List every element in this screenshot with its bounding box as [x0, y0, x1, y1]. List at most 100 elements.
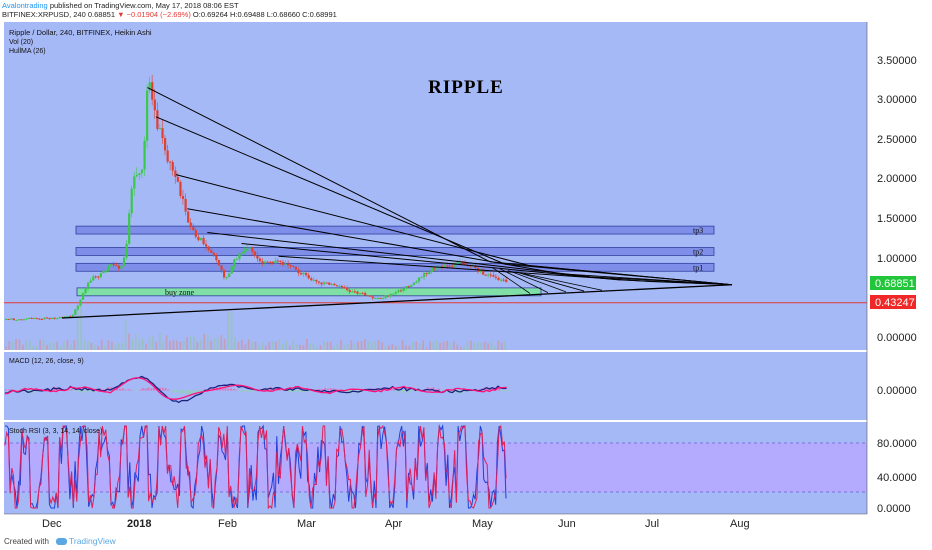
price-candles [4, 74, 508, 322]
volume-bar [206, 334, 209, 350]
candle [189, 222, 192, 227]
volume-bar [476, 341, 479, 350]
candle [58, 316, 62, 319]
volume-bar [110, 341, 113, 350]
macd-pane[interactable]: MACD (12, 26, close, 9) [4, 352, 867, 420]
volume-bar [59, 345, 62, 350]
legend-hullma: HullMA (26) [9, 48, 46, 55]
candle [89, 280, 92, 283]
price-tick: 1.50000 [877, 213, 917, 225]
zone-buy-zone [76, 287, 542, 297]
zone-tp2 [75, 247, 715, 256]
macd-bar [173, 390, 176, 393]
volume-bar [69, 344, 72, 350]
candle [325, 282, 328, 284]
candle [315, 279, 318, 282]
symbol-text: BITFINEX:XRPUSD, 240 [2, 10, 86, 19]
volume-bar [384, 345, 387, 350]
volume-bar [254, 341, 257, 350]
macd-bar [87, 390, 90, 393]
candle [169, 161, 172, 163]
candle [335, 285, 339, 287]
candle [156, 110, 159, 129]
volume-bar [435, 339, 438, 350]
candle [384, 295, 387, 299]
main-pane[interactable]: buy zone tp1 tp2 tp3 RIPPLE Ripple / Dollar… [4, 22, 867, 350]
macd-bar [295, 390, 298, 393]
time-tick: Jul [645, 518, 659, 530]
macd-bar [116, 388, 119, 391]
macd-bar [4, 389, 7, 391]
publisher-name[interactable]: Avalontrading [2, 1, 48, 10]
stoch-tick: 40.0000 [877, 472, 917, 484]
time-axis[interactable]: Dec 2018 Feb Mar Apr May Jun Jul Aug [4, 513, 867, 530]
price-axis[interactable]: 3.50000 3.00000 2.50000 2.00000 1.50000 … [866, 22, 917, 515]
macd-tick: 0.00000 [877, 385, 917, 397]
volume-bar [196, 342, 199, 350]
macd-bar [441, 390, 443, 391]
candle [45, 317, 49, 319]
volume-bar [391, 344, 394, 350]
macd-bar [175, 390, 178, 393]
candle [210, 250, 213, 253]
candle [184, 199, 187, 212]
candle [79, 299, 82, 306]
target-zones: buy zone tp1 tp2 tp3 [75, 225, 715, 297]
candle [153, 99, 156, 111]
candle [66, 316, 69, 318]
volume-bar [49, 341, 52, 350]
macd-bar [67, 389, 70, 391]
candle [240, 252, 244, 254]
symbol-line: BITFINEX:XRPUSD, 240 0.68851 ▼ −0.01904 … [2, 10, 337, 19]
candle [399, 290, 403, 292]
candle [287, 263, 290, 266]
volume-bar [35, 345, 38, 350]
candle [217, 260, 221, 266]
volume-bar [52, 343, 55, 350]
volume-bar [490, 340, 493, 350]
volume-bar [138, 339, 141, 350]
candle [207, 246, 210, 251]
macd-bar [324, 388, 327, 391]
candle [146, 90, 149, 141]
fan-line [187, 208, 561, 275]
candle [40, 318, 44, 320]
price-change: ▼ −0.01904 (−2.69%) [117, 10, 191, 19]
volume-bar [90, 342, 93, 350]
candle [28, 317, 31, 319]
volume-bar [66, 339, 69, 350]
volume-bar [189, 336, 192, 350]
stoch-pane[interactable]: Stoch RSI (3, 3, 14, 14, close) [4, 422, 867, 514]
fan-line [499, 268, 549, 294]
candle [84, 288, 87, 294]
fan-line [507, 270, 567, 293]
candle [320, 282, 323, 285]
macd-bar [224, 387, 227, 391]
macd-bar [198, 390, 201, 393]
candle [122, 257, 126, 266]
current-price-badge [870, 276, 916, 290]
macd-bar [81, 390, 84, 393]
candle [371, 296, 374, 299]
fan-line [147, 87, 491, 263]
candle [487, 274, 490, 276]
candle [317, 281, 321, 283]
volume-bar [316, 346, 318, 350]
fan-line [515, 271, 585, 292]
volume-bar [42, 339, 45, 350]
zone-label: tp2 [693, 247, 703, 256]
macd-bar [124, 389, 127, 391]
candle [297, 269, 300, 273]
tradingview-brand[interactable]: TradingView [56, 536, 116, 546]
candle [205, 244, 208, 247]
volume-bar [292, 339, 295, 350]
macd-bar [232, 388, 235, 391]
candle [117, 265, 121, 269]
price-tick: 2.00000 [877, 173, 917, 185]
fan-trendlines [147, 87, 733, 294]
candle [312, 279, 315, 281]
candle [497, 277, 500, 281]
macd-bar [318, 388, 321, 391]
volume-bar [175, 340, 178, 350]
